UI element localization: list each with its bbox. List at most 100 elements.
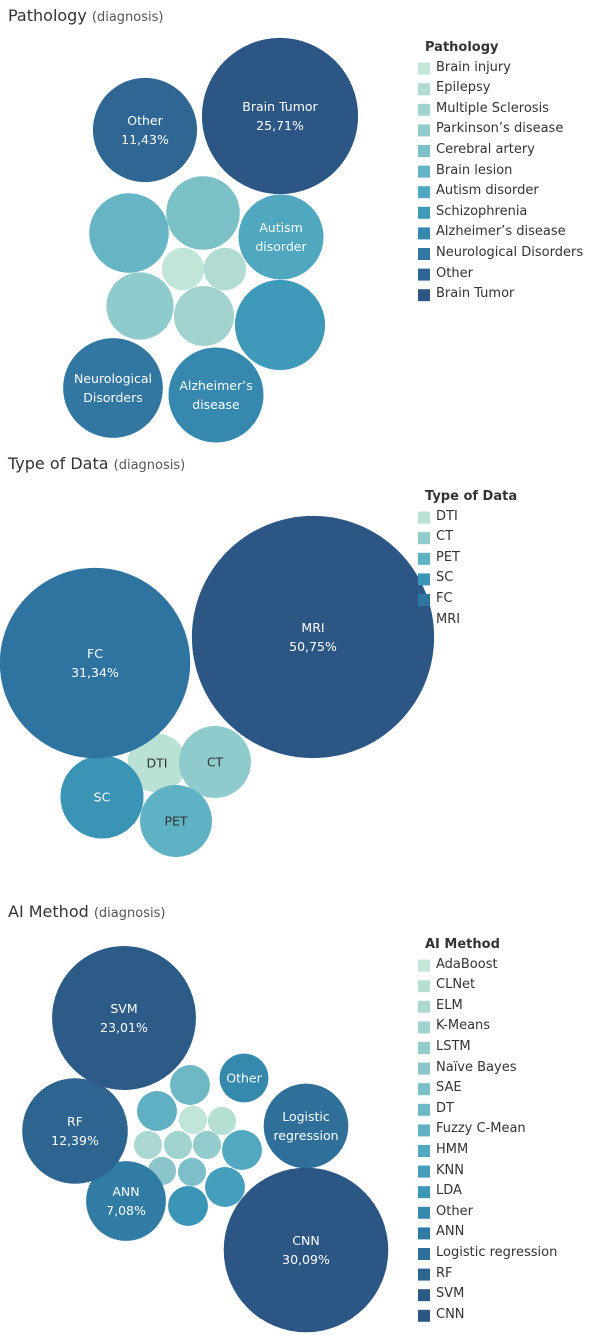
legend-label: ANN xyxy=(436,1224,465,1240)
bubble-label: Other xyxy=(223,1069,265,1088)
bubble-value: 7,08% xyxy=(106,1203,146,1218)
bubble xyxy=(168,1186,208,1226)
legend-swatch xyxy=(418,1083,430,1096)
legend-title: Pathology xyxy=(425,40,499,55)
bubble xyxy=(63,338,163,438)
bubble-label: FC 31,34% xyxy=(14,644,176,682)
legend-label: Brain injury xyxy=(436,59,511,75)
bubble-label: SC xyxy=(67,788,138,807)
legend-swatch xyxy=(418,552,430,565)
bubble-value: 12,39% xyxy=(51,1133,99,1148)
bubble-name: SVM xyxy=(110,1001,138,1016)
legend-title: Type of Data xyxy=(425,489,518,504)
subtitle: (diagnosis) xyxy=(91,10,164,25)
bubble xyxy=(22,1078,128,1184)
legend-label: CNN xyxy=(436,1306,465,1322)
bubble xyxy=(168,347,264,443)
bubble-name: Other xyxy=(127,113,163,128)
bubble-label: CNN 30,09% xyxy=(236,1231,376,1269)
legend-swatch xyxy=(418,124,430,137)
bubble-name: RF xyxy=(67,1114,83,1129)
legend-swatch xyxy=(418,1206,430,1219)
legend-label: Cerebral artery xyxy=(436,142,535,157)
legend-label: LDA xyxy=(436,1183,462,1199)
legend-swatch xyxy=(418,206,430,219)
bubble-label: Alzheimer’s disease xyxy=(176,376,257,414)
bubble-name: Neurological Disorders xyxy=(73,371,152,405)
legend-swatch xyxy=(418,1000,430,1013)
legend-swatch xyxy=(418,1145,430,1157)
subtitle: (diagnosis) xyxy=(93,906,166,921)
bubble xyxy=(137,1091,177,1131)
bubble xyxy=(163,1130,193,1160)
bubble-value: 25,71% xyxy=(256,118,304,133)
bubble xyxy=(263,1083,349,1169)
legend-swatch xyxy=(418,1309,430,1322)
bubble-value: 30,09% xyxy=(282,1252,330,1267)
bubble xyxy=(205,1167,245,1207)
bubble xyxy=(133,1130,163,1160)
legend-swatch xyxy=(418,614,430,627)
bubble-label: MRI 50,75% xyxy=(210,618,416,656)
bubble-label: DTI xyxy=(132,754,182,773)
legend-label: FC xyxy=(436,591,453,606)
bubble-name: Alzheimer’s disease xyxy=(179,378,253,412)
legend-label: HMM xyxy=(436,1142,469,1157)
legend-swatch xyxy=(418,1062,430,1075)
legend-label: CT xyxy=(436,529,454,545)
legend-swatch xyxy=(418,1186,430,1199)
bubble-name: MRI xyxy=(301,620,325,635)
bubble xyxy=(177,1157,207,1187)
bubble-name: CT xyxy=(206,754,224,770)
legend-label: PET xyxy=(436,549,460,565)
legend-swatch xyxy=(418,573,430,586)
legend-title: AI Method xyxy=(425,937,500,952)
bubble-label: Other 11,43% xyxy=(101,111,190,149)
bubble-name: Logistic regression xyxy=(273,1109,339,1143)
bubble-label: PET xyxy=(145,812,206,831)
legend-label: ELM xyxy=(436,997,463,1013)
bubble-name: DTI xyxy=(146,755,168,771)
bubble-value: 23,01% xyxy=(100,1020,148,1035)
legend-swatch xyxy=(418,103,430,116)
bubble xyxy=(223,1167,389,1333)
legend-swatch xyxy=(418,1103,430,1116)
bubble xyxy=(166,176,240,250)
bubble-label: Logistic regression xyxy=(270,1107,342,1145)
legend-label: SC xyxy=(436,570,454,586)
chart-title: Type of Data (diagnosis) xyxy=(8,454,185,473)
bubble-label: RF 12,39% xyxy=(30,1112,120,1150)
legend-swatch xyxy=(418,1248,430,1260)
legend-swatch xyxy=(418,186,430,199)
title-text: AI Method xyxy=(8,902,89,921)
legend-swatch xyxy=(418,289,430,302)
legend-swatch xyxy=(418,1124,430,1137)
legend-label: Alzheimer’s disease xyxy=(436,224,566,240)
legend-label: Naïve Bayes xyxy=(436,1059,517,1075)
bubble-label: Brain Tumor 25,71% xyxy=(214,97,347,135)
legend-label: K-Means xyxy=(436,1018,491,1034)
legend-swatch xyxy=(418,1165,430,1178)
bubble-label: Neurological Disorders xyxy=(71,369,156,407)
legend-swatch xyxy=(418,1042,430,1054)
legend-swatch xyxy=(418,1289,430,1302)
bubble xyxy=(89,193,169,273)
chart-title: Pathology (diagnosis) xyxy=(8,6,163,25)
legend-label: Brain Tumor xyxy=(436,286,515,302)
bubble-label: Autism disorder xyxy=(245,218,317,256)
bubble xyxy=(52,946,196,1090)
legend-label: SVM xyxy=(436,1286,465,1302)
legend-label: LSTM xyxy=(436,1039,471,1054)
bubble-name: Other xyxy=(226,1070,262,1086)
legend-swatch xyxy=(418,1268,430,1281)
legend-label: Other xyxy=(436,265,473,281)
bubble xyxy=(219,1053,269,1103)
bubble-value: 50,75% xyxy=(289,639,337,654)
bubble xyxy=(191,515,435,759)
bubble-name: SC xyxy=(93,789,111,805)
bubble xyxy=(192,1130,222,1160)
bubble xyxy=(178,1105,208,1135)
bubble xyxy=(238,194,324,280)
